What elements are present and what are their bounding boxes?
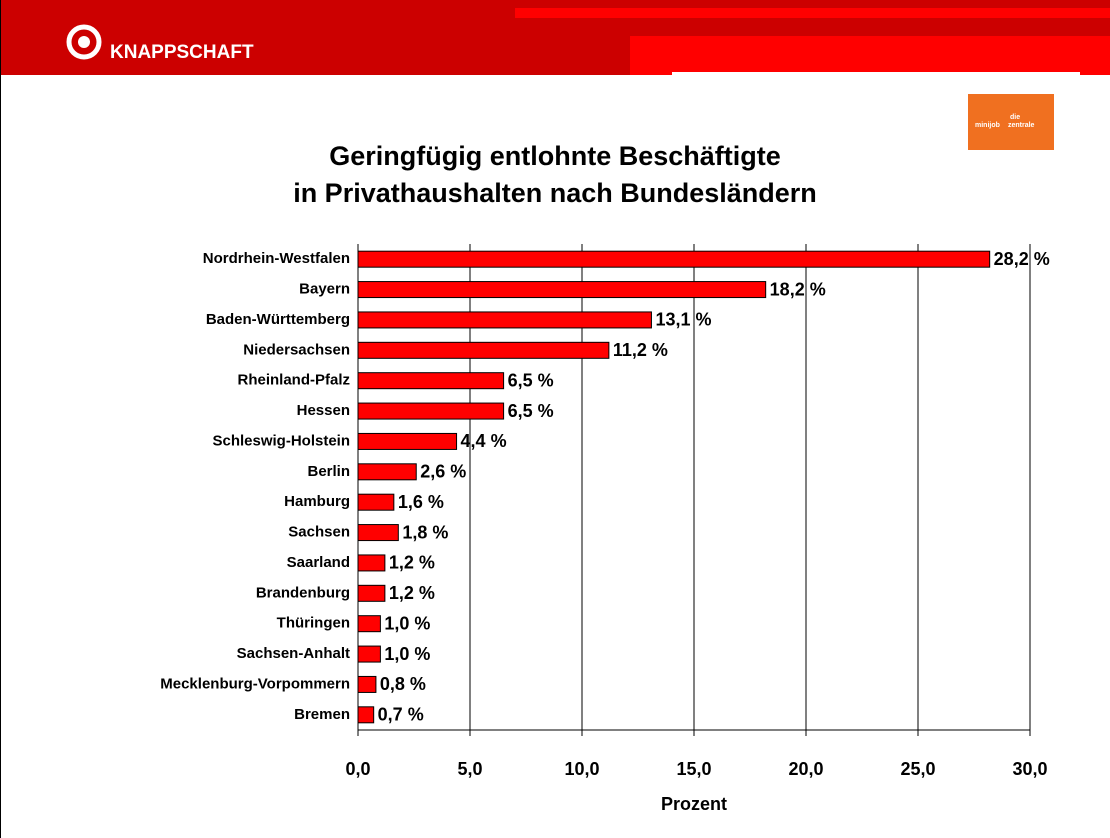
bar <box>357 675 377 693</box>
value-label: 11,2 % <box>613 340 668 360</box>
y-tick-label: Nordrhein-Westfalen <box>203 250 350 267</box>
value-label: 1,6 % <box>398 492 444 512</box>
x-tick-label: 15,0 <box>676 759 711 779</box>
y-tick-label: Sachsen <box>288 524 350 541</box>
y-tick-label: Rheinland-Pfalz <box>237 372 350 389</box>
bar <box>357 615 381 633</box>
logo-text: minijob <box>975 122 1000 129</box>
bar <box>357 706 375 724</box>
x-tick-label: 5,0 <box>457 759 482 779</box>
brand-icon <box>66 24 102 60</box>
bar <box>357 372 505 390</box>
bar <box>357 402 505 420</box>
header-stripe <box>515 8 1110 18</box>
x-tick-label: 25,0 <box>900 759 935 779</box>
y-tick-label: Niedersachsen <box>243 341 350 358</box>
chart-title: Geringfügig entlohnte Beschäftigte <box>329 141 781 171</box>
y-tick-label: Hamburg <box>284 493 350 510</box>
bar <box>357 341 610 359</box>
y-tick-label: Brandenburg <box>256 584 350 601</box>
value-label: 0,7 % <box>378 705 424 725</box>
value-label: 1,2 % <box>389 553 435 573</box>
bar <box>357 645 381 663</box>
header-stripe <box>672 72 1080 78</box>
value-label: 4,4 % <box>461 431 507 451</box>
value-label: 1,0 % <box>384 644 430 664</box>
x-tick-label: 0,0 <box>345 759 370 779</box>
logo <box>968 94 1054 150</box>
bar <box>357 463 417 481</box>
bar <box>357 524 399 542</box>
x-tick-label: 30,0 <box>1012 759 1047 779</box>
value-label: 1,8 % <box>402 522 448 542</box>
value-label: 6,5 % <box>508 401 554 421</box>
value-label: 13,1 % <box>655 310 711 330</box>
logo-text: zentrale <box>1008 122 1035 129</box>
y-tick-label: Hessen <box>297 402 350 419</box>
value-label: 28,2 % <box>994 249 1050 269</box>
x-tick-label: 10,0 <box>564 759 599 779</box>
value-label: 2,6 % <box>420 462 466 482</box>
y-tick-label: Schleswig-Holstein <box>212 432 350 449</box>
bar <box>357 493 395 511</box>
bar <box>357 554 386 572</box>
bar <box>357 311 652 329</box>
chart-title: in Privathaushalten nach Bundesländern <box>293 178 817 208</box>
header-stripe <box>630 36 1110 75</box>
value-label: 1,0 % <box>384 613 430 633</box>
y-tick-label: Saarland <box>287 554 350 571</box>
y-tick-label: Baden-Württemberg <box>206 311 350 328</box>
x-axis-label: Prozent <box>661 794 727 814</box>
y-tick-label: Mecklenburg-Vorpommern <box>160 675 350 692</box>
bar <box>357 584 386 602</box>
y-tick-label: Bayern <box>299 281 350 298</box>
value-label: 1,2 % <box>389 583 435 603</box>
y-tick-label: Sachsen-Anhalt <box>237 645 350 662</box>
value-label: 18,2 % <box>770 279 826 299</box>
bar <box>357 432 458 450</box>
bar <box>357 281 767 299</box>
y-tick-label: Bremen <box>294 706 350 723</box>
bar <box>357 250 991 268</box>
brand-icon <box>78 36 90 48</box>
brand: KNAPPSCHAFT <box>110 42 254 63</box>
value-label: 6,5 % <box>508 370 554 390</box>
y-tick-label: Thüringen <box>277 615 350 632</box>
x-tick-label: 20,0 <box>788 759 823 779</box>
value-label: 0,8 % <box>380 674 426 694</box>
logo-text: die <box>1010 114 1020 121</box>
y-tick-label: Berlin <box>307 463 350 480</box>
